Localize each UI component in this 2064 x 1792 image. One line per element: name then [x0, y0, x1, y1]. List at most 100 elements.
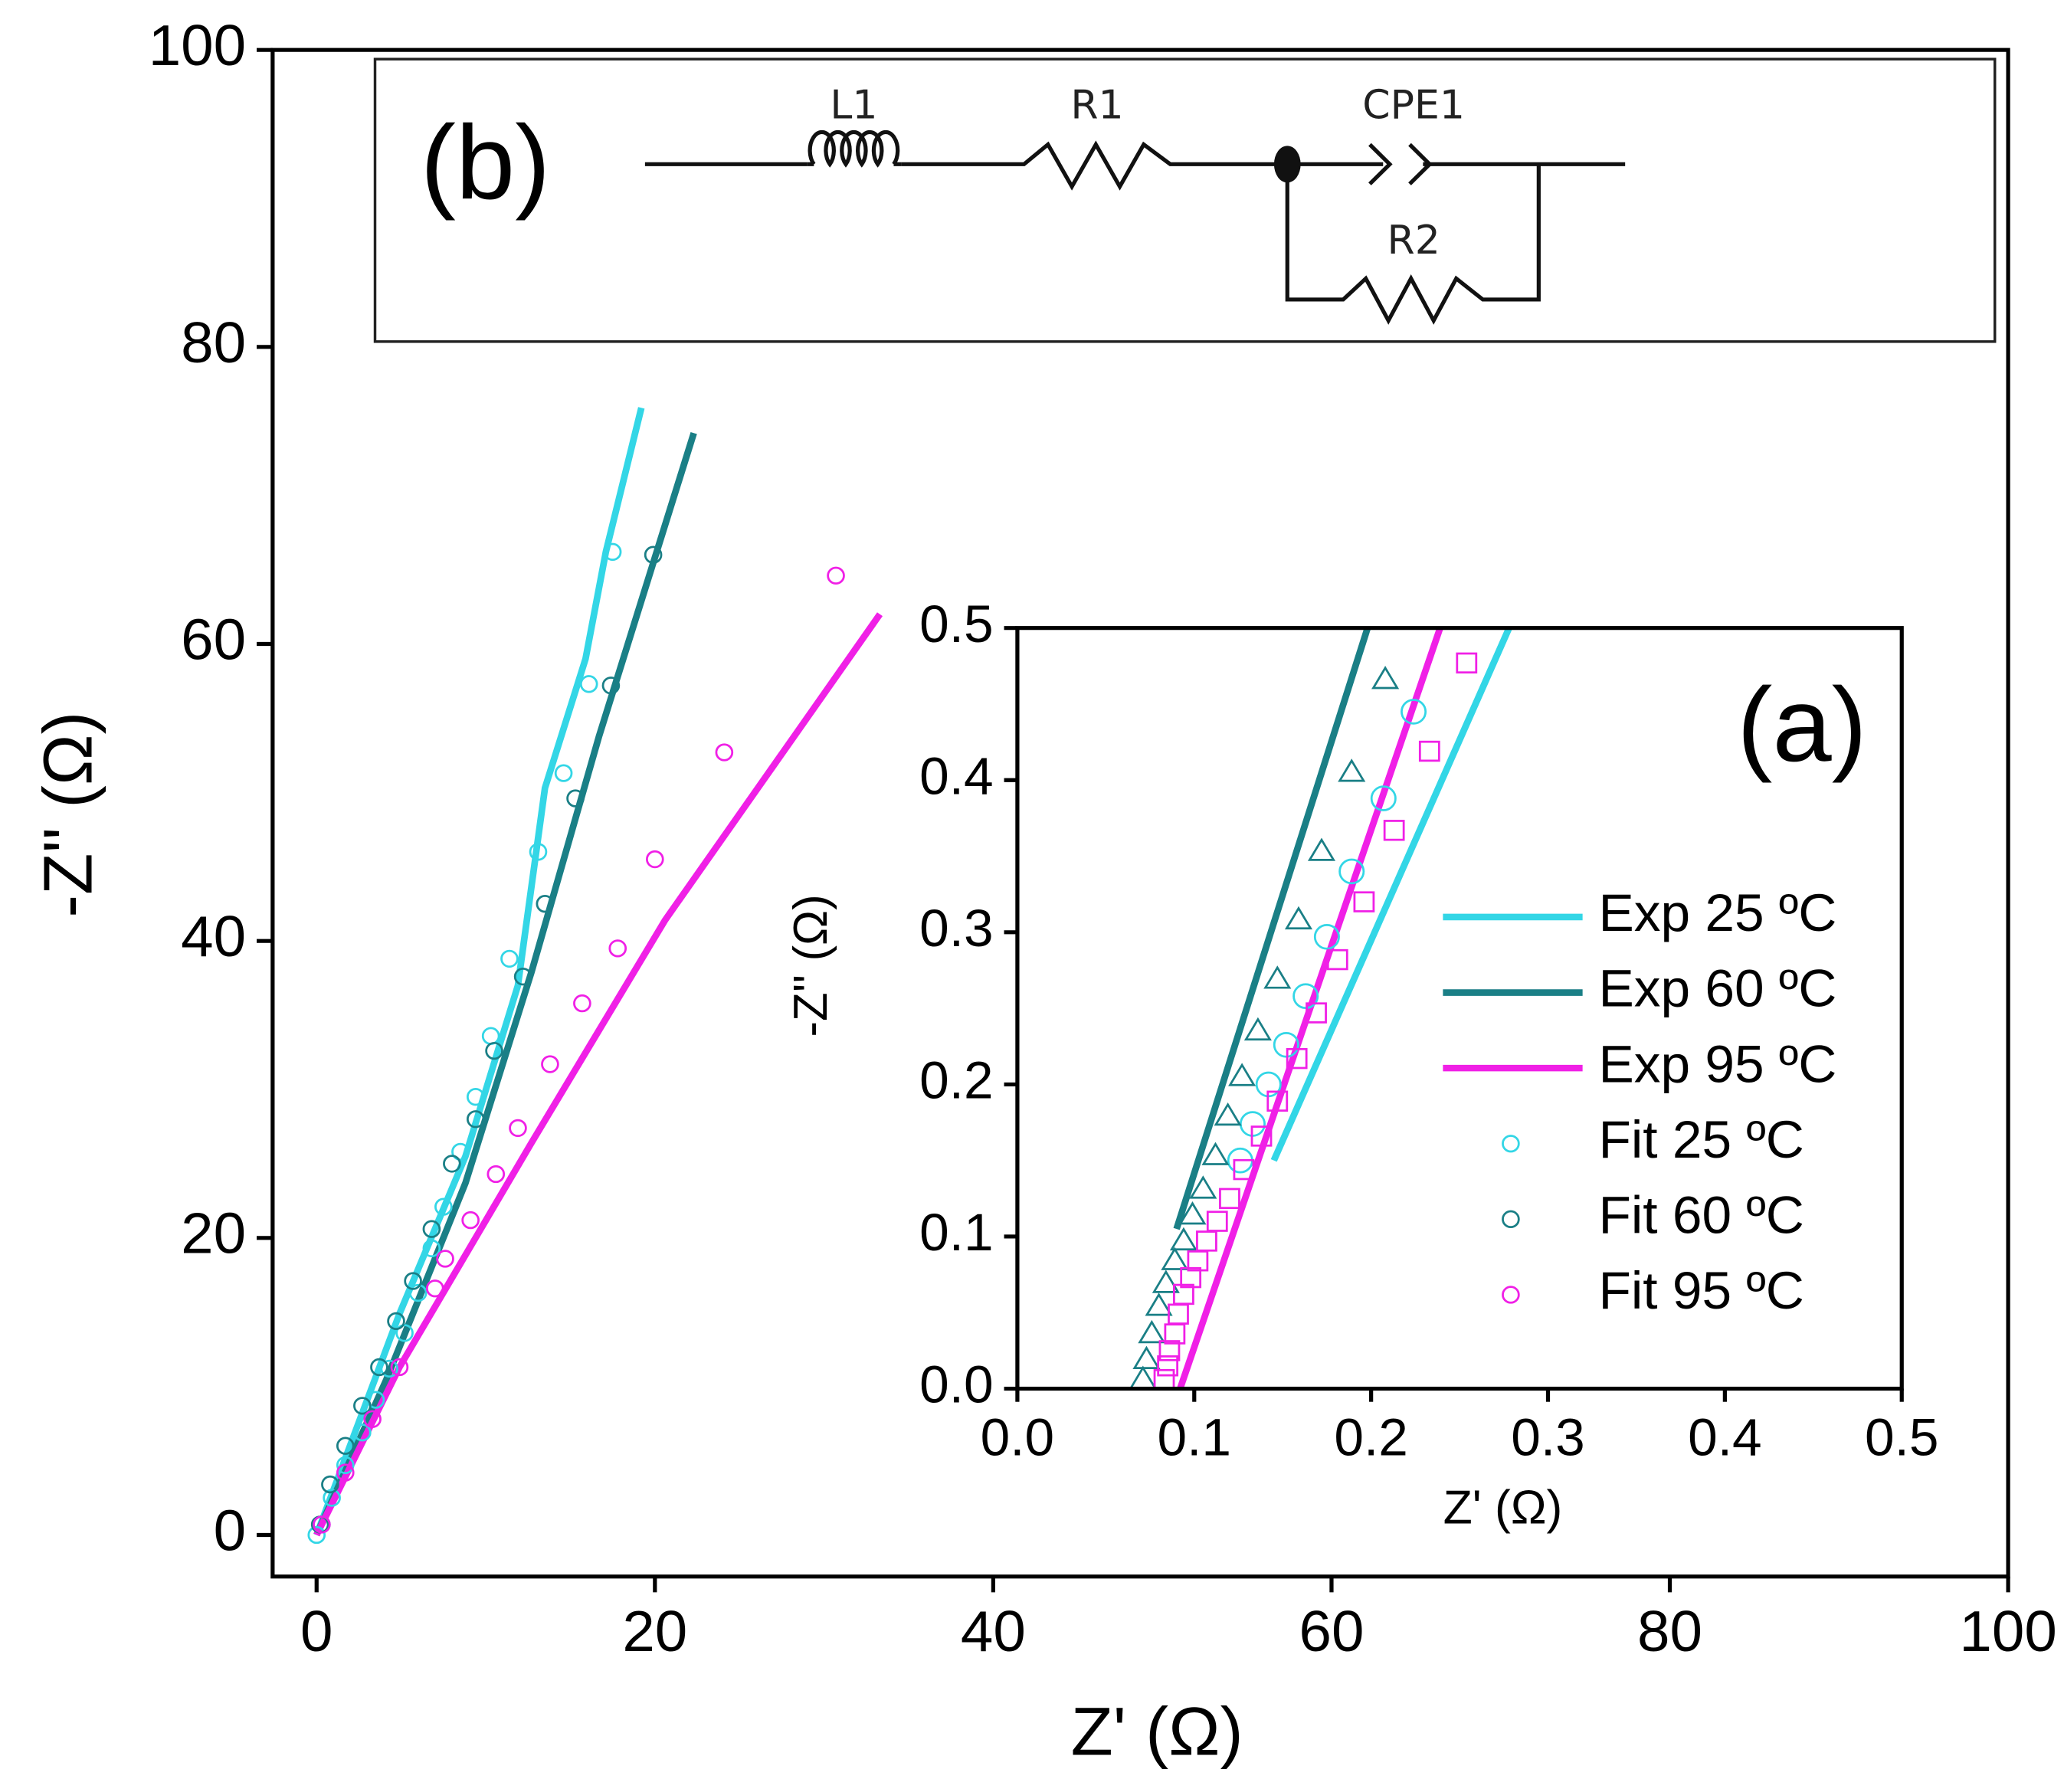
marker: [1456, 652, 1478, 674]
x-axis-title: Z' (Ω): [1443, 1482, 1563, 1535]
marker: [395, 1324, 414, 1342]
marker: [425, 1279, 444, 1298]
marker: [1284, 906, 1313, 930]
legend-label: Fit 25 ºC: [1598, 1110, 1804, 1169]
marker: [1145, 1292, 1173, 1316]
marker: [353, 1423, 372, 1442]
marker: [380, 1359, 398, 1378]
legend-swatch: [1502, 1135, 1520, 1153]
marker: [434, 1197, 453, 1216]
marker: [1153, 1368, 1175, 1389]
plot-area: [307, 407, 883, 1545]
marker: [336, 1463, 355, 1482]
legend-label: Exp 95 ºC: [1598, 1035, 1836, 1094]
marker: [513, 968, 532, 986]
marker: [1161, 1247, 1189, 1270]
marker: [1313, 923, 1340, 950]
marker: [1338, 758, 1366, 782]
x-tick-label: 0.5: [1865, 1408, 1939, 1467]
x-axis-title: Z' (Ω): [1071, 1694, 1243, 1770]
marker: [1187, 1250, 1209, 1272]
axes-frame: [270, 48, 2010, 1579]
marker: [715, 743, 734, 762]
marker: [1164, 1323, 1186, 1345]
data-line: [313, 407, 645, 1536]
legend-label: Fit 95 ºC: [1598, 1261, 1804, 1320]
marker: [1307, 837, 1336, 861]
marker: [1233, 1158, 1255, 1181]
marker: [481, 1027, 500, 1045]
legend-swatch: [1502, 1210, 1520, 1229]
legend-label: Exp 25 ºC: [1598, 883, 1836, 942]
x-tick-label: 0.4: [1688, 1408, 1762, 1467]
y-tick-label: 0.3: [919, 899, 994, 958]
y-tick-label: 0: [214, 1499, 246, 1563]
marker: [536, 895, 555, 913]
marker: [363, 1410, 382, 1428]
marker: [1138, 1319, 1166, 1344]
marker: [466, 1110, 485, 1129]
marker: [466, 1088, 485, 1106]
inset-background: [1017, 627, 1902, 1389]
marker: [313, 1515, 331, 1534]
marker: [1201, 1142, 1230, 1165]
data-line: [1270, 627, 1512, 1162]
marker: [1383, 820, 1405, 841]
legend-label: Exp 60 ºC: [1598, 959, 1836, 1018]
marker: [1371, 666, 1400, 690]
y-tick-label: 0.2: [919, 1051, 994, 1110]
element-label: R1: [1070, 83, 1123, 129]
marker: [1180, 1266, 1202, 1289]
marker: [1158, 1340, 1181, 1361]
data-line: [1173, 627, 1371, 1230]
x-tick-label: 60: [1299, 1599, 1364, 1663]
y-tick-label: 80: [181, 310, 246, 375]
y-tick-label: 40: [181, 905, 246, 969]
element-label: L1: [830, 83, 877, 129]
legend-label: Fit 60 ºC: [1598, 1186, 1804, 1245]
y-tick-label: 0.1: [919, 1203, 994, 1262]
marker: [1266, 1090, 1289, 1112]
marker: [603, 542, 622, 561]
marker: [646, 850, 664, 869]
marker: [387, 1312, 405, 1331]
marker: [1306, 1002, 1327, 1024]
y-axis-title: -Z'' (Ω): [30, 712, 107, 918]
y-axis-title: -Z'' (Ω): [784, 894, 837, 1037]
circuit-box: [373, 57, 1997, 343]
marker: [307, 1525, 326, 1545]
marker: [529, 843, 548, 861]
element-label: R2: [1387, 218, 1440, 264]
marker: [1189, 1175, 1217, 1199]
marker: [579, 675, 598, 693]
marker: [644, 545, 663, 564]
marker: [554, 764, 573, 782]
marker: [408, 1283, 428, 1302]
panel-label: (a): [1737, 667, 1867, 784]
element-label: CPE1: [1362, 83, 1465, 129]
marker: [485, 1041, 503, 1060]
marker: [1353, 891, 1375, 912]
inductor: [807, 129, 902, 168]
x-tick-label: 40: [961, 1599, 1026, 1663]
x-tick-label: 20: [622, 1599, 687, 1663]
marker: [608, 939, 627, 958]
cpe: [1368, 143, 1433, 185]
axes-frame: [1015, 626, 1904, 1391]
marker: [353, 1397, 372, 1415]
circuit-diagram: L1 R1 CPE1 R2 (b): [373, 57, 1997, 343]
marker: [573, 994, 591, 1013]
marker: [1152, 1269, 1180, 1293]
marker: [500, 949, 519, 968]
marker: [404, 1272, 422, 1290]
data-line: [1177, 627, 1443, 1389]
x-tick-label: 0.2: [1334, 1408, 1408, 1467]
marker: [436, 1250, 454, 1268]
circuit-wires: [644, 140, 1626, 325]
marker: [1263, 965, 1292, 989]
marker: [370, 1358, 388, 1377]
marker: [1178, 1201, 1207, 1225]
marker: [1169, 1227, 1197, 1251]
y-tick-label: 60: [181, 608, 246, 672]
y-tick-label: 20: [181, 1201, 246, 1266]
